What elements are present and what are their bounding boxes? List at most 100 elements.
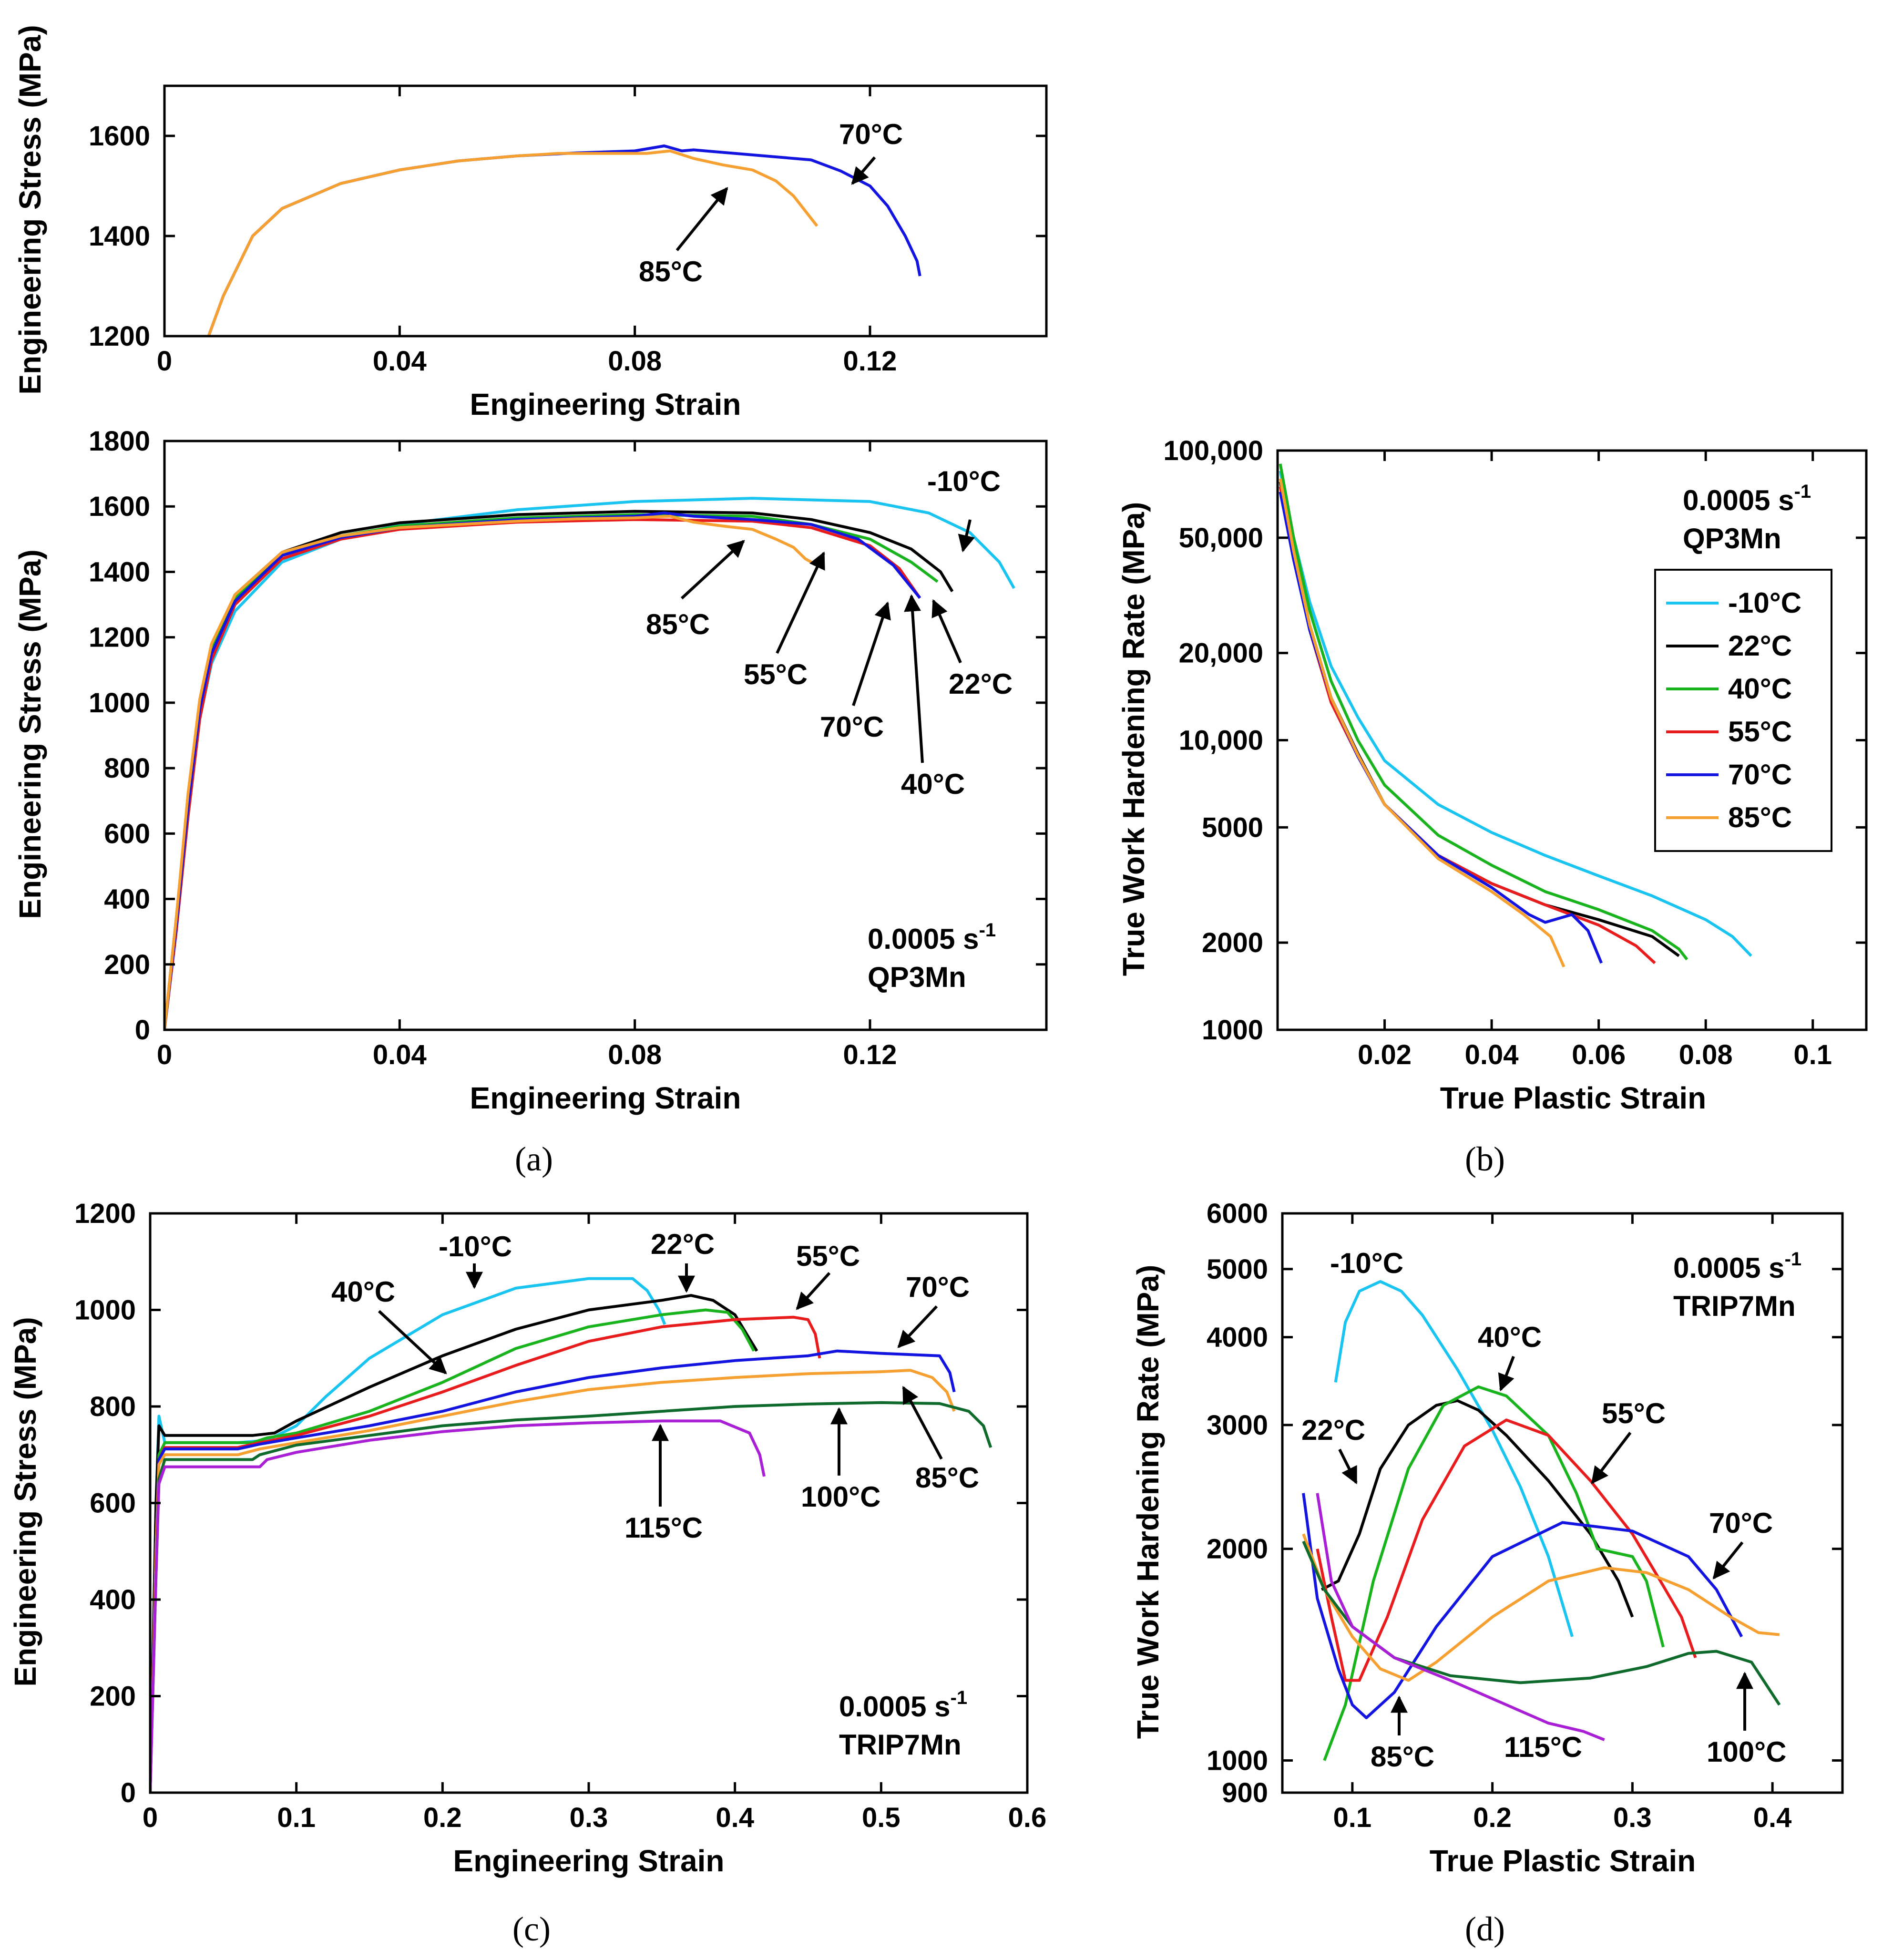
x-axis-label: Engineering Strain xyxy=(453,1844,725,1878)
legend-entry: 85°C xyxy=(1728,801,1792,833)
x-tick-label: 0.1 xyxy=(277,1802,316,1833)
x-tick-label: 0.1 xyxy=(1333,1802,1372,1833)
annotation-arrow xyxy=(1498,1355,1515,1392)
plot-frame xyxy=(163,440,1048,1031)
strain-rate-exponent: -1 xyxy=(1794,481,1811,502)
series-line-55c xyxy=(1316,1418,1697,1682)
panel-b-legend-text: 0.0005 s-1 QP3Mn xyxy=(1683,481,1811,554)
y-tick-label: 1000 xyxy=(89,688,150,718)
annotation-100c: 100°C xyxy=(1707,1736,1786,1768)
y-tick-label: 100,000 xyxy=(1163,435,1263,466)
annotation-arrow xyxy=(931,599,962,664)
panel-c-legend-text: 0.0005 s-1 TRIP7Mn xyxy=(839,1687,967,1761)
series-line-100c xyxy=(150,1401,993,1793)
x-tick-label: 0.08 xyxy=(1679,1039,1733,1070)
caption-d: (d) xyxy=(1465,1910,1505,1948)
annotation-arrow xyxy=(904,594,924,763)
series-line-115c xyxy=(150,1419,766,1793)
plot-frame xyxy=(1281,1212,1844,1794)
y-tick-label: 20,000 xyxy=(1179,638,1263,669)
annotation-85c: 85°C xyxy=(1371,1741,1434,1773)
panel-c-annotations: -10°C 22°C 55°C 70°C 40°C 85°C 100°C 115… xyxy=(331,1228,979,1544)
annotation-22c: 22°C xyxy=(949,668,1013,700)
x-tick-label: 0.02 xyxy=(1358,1039,1412,1070)
annotation-55c: 55°C xyxy=(744,658,808,690)
series-line-40c xyxy=(150,1308,756,1793)
annotation-70c: 70°C xyxy=(820,711,884,743)
y-tick-label: 0 xyxy=(121,1777,136,1808)
y-tick-label: 1200 xyxy=(89,321,150,352)
x-axis-label: Engineering Strain xyxy=(470,387,741,421)
series-line-m10c xyxy=(1334,1280,1574,1637)
series-line-85c xyxy=(164,514,818,1030)
x-tick-label: 0.5 xyxy=(862,1802,900,1833)
y-tick-label: 0 xyxy=(135,1015,150,1046)
x-tick-label: 0 xyxy=(157,1039,172,1070)
annotation-arrow xyxy=(378,1310,447,1375)
x-tick-label: 0.04 xyxy=(1465,1039,1519,1070)
material-label: TRIP7Mn xyxy=(839,1729,962,1761)
annotation-40c: 40°C xyxy=(901,768,965,800)
annotation-arrow xyxy=(902,1385,943,1460)
x-tick-label: 0.12 xyxy=(843,346,897,377)
series-line-22c xyxy=(150,1294,758,1793)
y-tick-label: 3000 xyxy=(1207,1410,1268,1441)
annotation-arrow xyxy=(1591,1432,1632,1484)
y-axis-label: True Work Hardening Rate (MPa) xyxy=(1131,1265,1165,1739)
annotation-85c: 85°C xyxy=(639,256,703,287)
x-tick-label: 0.4 xyxy=(716,1802,754,1833)
series-line-m10c xyxy=(150,1277,666,1793)
annotation-arrow xyxy=(897,1305,938,1348)
x-tick-label: 0.04 xyxy=(373,346,427,377)
y-tick-label: 50,000 xyxy=(1179,523,1263,554)
legend-entry: -10°C xyxy=(1728,587,1801,619)
annotation-115c: 115°C xyxy=(1504,1731,1582,1763)
annotation-100c: 100°C xyxy=(801,1481,880,1513)
series-line-85c xyxy=(1279,478,1566,968)
y-tick-label: 5000 xyxy=(1202,812,1263,843)
x-tick-label: 0.2 xyxy=(423,1802,462,1833)
series-line-40c xyxy=(164,513,939,1030)
series-line-85c xyxy=(150,1369,956,1793)
material-label: TRIP7Mn xyxy=(1673,1290,1796,1322)
series-line-40c xyxy=(1279,463,1688,961)
plot-frame xyxy=(163,84,1048,338)
annotation-arrow xyxy=(1712,1541,1744,1580)
annotation-55c: 55°C xyxy=(1602,1397,1666,1429)
panel-a-main-chart: 0 0.04 0.08 0.12 0 200 400 600 800 1000 1200 1400 16… xyxy=(13,426,1048,1115)
legend-entry: 70°C xyxy=(1728,759,1792,790)
series-line-85c xyxy=(1302,1533,1780,1682)
legend-entry: 40°C xyxy=(1728,673,1792,705)
panel-a-inset-chart: 0 0.04 0.08 0.12 1200 1400 1600 Engineering Str… xyxy=(13,25,1048,421)
x-tick-label: 0.4 xyxy=(1753,1802,1792,1833)
y-tick-label: 4000 xyxy=(1207,1322,1268,1353)
annotation-22c: 22°C xyxy=(651,1228,715,1260)
x-tick-label: 0.08 xyxy=(608,1039,662,1070)
y-tick-label: 1600 xyxy=(89,121,150,152)
material-label: QP3Mn xyxy=(1683,523,1781,554)
series-line-70c xyxy=(207,144,921,336)
strain-rate-exponent: -1 xyxy=(951,1687,968,1708)
y-tick-label: 1400 xyxy=(89,556,150,587)
panel-c-chart: 0 0.1 0.2 0.3 0.4 0.5 0.6 0 200 400 600 800 1000 1200… xyxy=(8,1198,1046,1878)
strain-rate-label: 0.0005 s xyxy=(868,923,979,955)
series-line-70c xyxy=(1279,492,1603,964)
svg-text:0.0005 s-1: 0.0005 s-1 xyxy=(1673,1249,1801,1284)
series-line-70c xyxy=(1302,1493,1743,1719)
x-tick-label: 0.3 xyxy=(1613,1802,1652,1833)
series-line-55c xyxy=(150,1315,821,1793)
caption-b: (b) xyxy=(1465,1140,1505,1178)
annotation-arrow xyxy=(675,187,728,251)
annotation-arrow xyxy=(851,156,876,185)
y-tick-label: 1000 xyxy=(74,1295,136,1326)
annotation-m10c: -10°C xyxy=(439,1231,512,1262)
annotation-70c: 70°C xyxy=(1709,1507,1773,1539)
caption-a: (a) xyxy=(515,1140,553,1178)
y-tick-label: 400 xyxy=(90,1584,136,1615)
strain-rate-exponent: -1 xyxy=(1785,1249,1802,1270)
x-tick-label: 0.1 xyxy=(1793,1039,1832,1070)
y-tick-label: 600 xyxy=(90,1488,136,1519)
x-tick-label: 0.08 xyxy=(608,346,662,377)
annotation-40c: 40°C xyxy=(1478,1321,1542,1353)
series-line-70c xyxy=(150,1349,956,1793)
